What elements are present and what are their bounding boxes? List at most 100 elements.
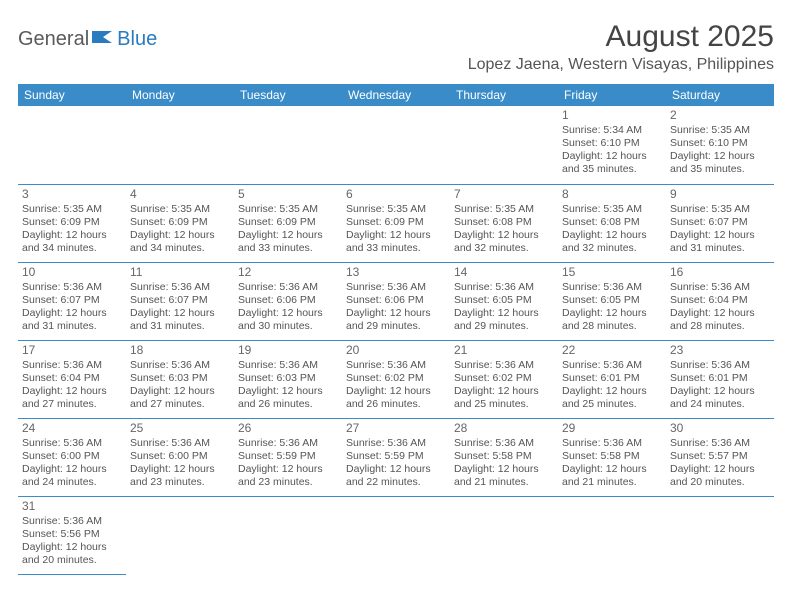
day-number: 21 [454, 343, 554, 358]
sunrise-text: Sunrise: 5:36 AM [346, 281, 446, 294]
calendar-table: SundayMondayTuesdayWednesdayThursdayFrid… [18, 84, 774, 575]
daylight-text: Daylight: 12 hours and 31 minutes. [22, 307, 122, 333]
daylight-text: Daylight: 12 hours and 34 minutes. [130, 229, 230, 255]
day-number: 8 [562, 187, 662, 202]
day-number: 29 [562, 421, 662, 436]
calendar-cell: 4Sunrise: 5:35 AMSunset: 6:09 PMDaylight… [126, 184, 234, 262]
day-number: 4 [130, 187, 230, 202]
sunrise-text: Sunrise: 5:36 AM [454, 437, 554, 450]
day-header: Wednesday [342, 84, 450, 106]
calendar-cell: 15Sunrise: 5:36 AMSunset: 6:05 PMDayligh… [558, 262, 666, 340]
sunset-text: Sunset: 6:07 PM [670, 216, 770, 229]
day-number: 7 [454, 187, 554, 202]
calendar-cell: 26Sunrise: 5:36 AMSunset: 5:59 PMDayligh… [234, 418, 342, 496]
day-number: 14 [454, 265, 554, 280]
sunset-text: Sunset: 6:10 PM [562, 137, 662, 150]
sunset-text: Sunset: 6:09 PM [238, 216, 338, 229]
daylight-text: Daylight: 12 hours and 21 minutes. [454, 463, 554, 489]
sunrise-text: Sunrise: 5:36 AM [346, 437, 446, 450]
calendar-cell: 3Sunrise: 5:35 AMSunset: 6:09 PMDaylight… [18, 184, 126, 262]
day-number: 13 [346, 265, 446, 280]
daylight-text: Daylight: 12 hours and 26 minutes. [346, 385, 446, 411]
sunset-text: Sunset: 6:05 PM [562, 294, 662, 307]
sunrise-text: Sunrise: 5:35 AM [22, 203, 122, 216]
sunset-text: Sunset: 6:08 PM [562, 216, 662, 229]
day-number: 26 [238, 421, 338, 436]
calendar-cell: 2Sunrise: 5:35 AMSunset: 6:10 PMDaylight… [666, 106, 774, 184]
calendar-cell: 10Sunrise: 5:36 AMSunset: 6:07 PMDayligh… [18, 262, 126, 340]
daylight-text: Daylight: 12 hours and 26 minutes. [238, 385, 338, 411]
calendar-cell: 14Sunrise: 5:36 AMSunset: 6:05 PMDayligh… [450, 262, 558, 340]
logo: General Blue [18, 28, 157, 51]
day-number: 1 [562, 108, 662, 123]
calendar-cell: 9Sunrise: 5:35 AMSunset: 6:07 PMDaylight… [666, 184, 774, 262]
sunrise-text: Sunrise: 5:36 AM [670, 359, 770, 372]
sunrise-text: Sunrise: 5:36 AM [670, 281, 770, 294]
day-number: 16 [670, 265, 770, 280]
logo-text-blue: Blue [117, 28, 157, 51]
day-number: 15 [562, 265, 662, 280]
sunrise-text: Sunrise: 5:35 AM [238, 203, 338, 216]
daylight-text: Daylight: 12 hours and 32 minutes. [454, 229, 554, 255]
sunrise-text: Sunrise: 5:36 AM [562, 281, 662, 294]
month-title: August 2025 [468, 20, 774, 54]
logo-text-general: General [18, 28, 89, 51]
calendar-cell: 24Sunrise: 5:36 AMSunset: 6:00 PMDayligh… [18, 418, 126, 496]
sunset-text: Sunset: 6:10 PM [670, 137, 770, 150]
day-number: 9 [670, 187, 770, 202]
daylight-text: Daylight: 12 hours and 30 minutes. [238, 307, 338, 333]
calendar-cell: 17Sunrise: 5:36 AMSunset: 6:04 PMDayligh… [18, 340, 126, 418]
sunset-text: Sunset: 6:08 PM [454, 216, 554, 229]
sunrise-text: Sunrise: 5:36 AM [562, 437, 662, 450]
sunset-text: Sunset: 6:06 PM [346, 294, 446, 307]
calendar-cell [126, 106, 234, 184]
sunset-text: Sunset: 5:57 PM [670, 450, 770, 463]
daylight-text: Daylight: 12 hours and 23 minutes. [238, 463, 338, 489]
sunset-text: Sunset: 5:58 PM [562, 450, 662, 463]
logo-flag-icon [92, 29, 114, 50]
calendar-cell: 11Sunrise: 5:36 AMSunset: 6:07 PMDayligh… [126, 262, 234, 340]
sunset-text: Sunset: 6:01 PM [670, 372, 770, 385]
calendar-cell: 28Sunrise: 5:36 AMSunset: 5:58 PMDayligh… [450, 418, 558, 496]
calendar-cell [342, 106, 450, 184]
sunset-text: Sunset: 5:56 PM [22, 528, 122, 541]
day-number: 20 [346, 343, 446, 358]
calendar-cell [558, 496, 666, 574]
calendar-cell: 23Sunrise: 5:36 AMSunset: 6:01 PMDayligh… [666, 340, 774, 418]
sunset-text: Sunset: 6:04 PM [22, 372, 122, 385]
day-number: 11 [130, 265, 230, 280]
sunrise-text: Sunrise: 5:36 AM [670, 437, 770, 450]
calendar-header-row: SundayMondayTuesdayWednesdayThursdayFrid… [18, 84, 774, 106]
day-number: 28 [454, 421, 554, 436]
sunset-text: Sunset: 6:02 PM [454, 372, 554, 385]
daylight-text: Daylight: 12 hours and 24 minutes. [22, 463, 122, 489]
daylight-text: Daylight: 12 hours and 33 minutes. [346, 229, 446, 255]
daylight-text: Daylight: 12 hours and 25 minutes. [562, 385, 662, 411]
sunrise-text: Sunrise: 5:36 AM [562, 359, 662, 372]
sunrise-text: Sunrise: 5:35 AM [130, 203, 230, 216]
sunset-text: Sunset: 6:00 PM [22, 450, 122, 463]
sunrise-text: Sunrise: 5:34 AM [562, 124, 662, 137]
calendar-cell: 13Sunrise: 5:36 AMSunset: 6:06 PMDayligh… [342, 262, 450, 340]
daylight-text: Daylight: 12 hours and 31 minutes. [670, 229, 770, 255]
daylight-text: Daylight: 12 hours and 35 minutes. [670, 150, 770, 176]
calendar-cell: 30Sunrise: 5:36 AMSunset: 5:57 PMDayligh… [666, 418, 774, 496]
sunrise-text: Sunrise: 5:36 AM [346, 359, 446, 372]
calendar-cell: 22Sunrise: 5:36 AMSunset: 6:01 PMDayligh… [558, 340, 666, 418]
day-number: 12 [238, 265, 338, 280]
calendar-cell: 12Sunrise: 5:36 AMSunset: 6:06 PMDayligh… [234, 262, 342, 340]
sunset-text: Sunset: 6:09 PM [346, 216, 446, 229]
sunset-text: Sunset: 6:07 PM [130, 294, 230, 307]
calendar-cell: 29Sunrise: 5:36 AMSunset: 5:58 PMDayligh… [558, 418, 666, 496]
calendar-cell: 5Sunrise: 5:35 AMSunset: 6:09 PMDaylight… [234, 184, 342, 262]
sunrise-text: Sunrise: 5:36 AM [22, 515, 122, 528]
daylight-text: Daylight: 12 hours and 22 minutes. [346, 463, 446, 489]
daylight-text: Daylight: 12 hours and 25 minutes. [454, 385, 554, 411]
location-subtitle: Lopez Jaena, Western Visayas, Philippine… [468, 56, 774, 74]
calendar-cell: 31Sunrise: 5:36 AMSunset: 5:56 PMDayligh… [18, 496, 126, 574]
sunrise-text: Sunrise: 5:36 AM [22, 281, 122, 294]
header: General Blue August 2025 Lopez Jaena, We… [18, 20, 774, 74]
day-number: 19 [238, 343, 338, 358]
daylight-text: Daylight: 12 hours and 34 minutes. [22, 229, 122, 255]
sunrise-text: Sunrise: 5:36 AM [130, 437, 230, 450]
